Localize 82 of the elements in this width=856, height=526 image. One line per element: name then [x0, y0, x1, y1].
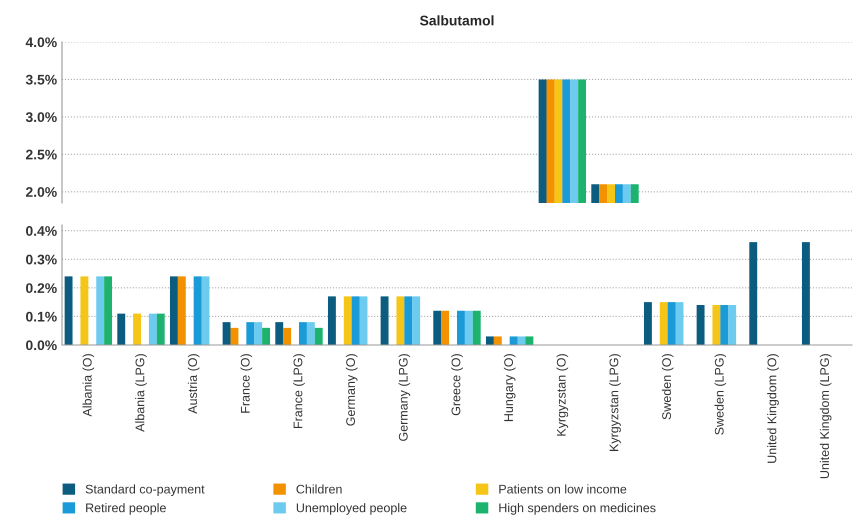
bar	[396, 296, 404, 345]
x-tick-label: United Kingdom (LPG)	[820, 354, 832, 478]
bar	[728, 305, 736, 345]
bar	[696, 305, 705, 345]
bar	[344, 296, 352, 345]
bar	[80, 276, 88, 345]
x-tick-label: Sweden (O)	[662, 354, 674, 420]
legend-label: Patients on low income	[499, 484, 626, 494]
bar	[306, 322, 315, 345]
bar	[194, 276, 202, 345]
y-tick-label: 4.0%	[26, 37, 57, 48]
bar	[96, 276, 104, 345]
y-tick-label: 0.1%	[26, 312, 57, 322]
bar	[712, 305, 720, 345]
bar	[283, 328, 292, 345]
bar	[222, 322, 231, 345]
x-tick-label: Germany (LPG)	[398, 354, 410, 441]
bar	[441, 310, 450, 345]
x-tick-label: France (LPG)	[293, 354, 305, 428]
bar	[314, 328, 323, 345]
x-tick-label: Albania (LPG)	[135, 354, 147, 432]
bar	[246, 322, 254, 345]
x-tick-label: Kyrgyzstan (LPG)	[609, 354, 621, 451]
bar	[328, 296, 336, 345]
y-tick-label: 0.2%	[26, 283, 57, 294]
x-tick-label: Hungary (O)	[504, 354, 516, 422]
bar	[433, 310, 442, 345]
bar	[104, 276, 112, 345]
y-tick-label: 2.0%	[26, 187, 57, 197]
y-tick-label: 2.5%	[26, 150, 57, 160]
y-tick-label: 3.0%	[26, 112, 57, 122]
bar	[676, 302, 684, 345]
bar	[494, 336, 502, 345]
bar	[262, 328, 270, 345]
y-tick-label: 3.5%	[26, 74, 57, 85]
bar	[230, 328, 238, 345]
chart-title: Salbutamol	[420, 15, 494, 26]
legend-label: Unemployed people	[296, 503, 406, 515]
bar	[133, 314, 141, 345]
bar	[802, 242, 810, 345]
bar	[254, 322, 262, 345]
bar	[404, 296, 412, 345]
x-tick-label: United Kingdom (O)	[767, 354, 779, 463]
y-tick-label: 0.3%	[26, 254, 57, 264]
bar	[720, 305, 728, 345]
x-tick-label: Sweden (LPG)	[714, 354, 726, 435]
bar	[464, 310, 473, 345]
bar	[148, 314, 157, 345]
bar	[380, 296, 389, 345]
x-tick-label: France (O)	[240, 354, 252, 413]
x-tick-label: Austria (O)	[188, 354, 200, 414]
bar	[486, 336, 494, 345]
legend-label: High spenders on medicines	[499, 503, 656, 515]
bar	[472, 310, 481, 345]
bar	[202, 276, 210, 345]
bar	[178, 276, 186, 345]
bar	[170, 276, 178, 345]
y-tick-label: 0.0%	[26, 340, 57, 350]
bar	[510, 336, 518, 345]
x-tick-label: Kyrgyzstan (O)	[556, 354, 568, 436]
bar	[299, 322, 307, 345]
legend-label: Standard co-payment	[86, 484, 205, 496]
legend-label: Children	[296, 484, 342, 494]
x-tick-label: Greece (O)	[451, 354, 463, 416]
bar	[525, 336, 534, 345]
x-tick-label: Albania (O)	[82, 354, 94, 417]
y-tick-label: 0.4%	[26, 226, 57, 236]
legend-label: Retired people	[86, 503, 166, 515]
bar	[64, 276, 73, 345]
bar	[644, 302, 652, 345]
bar	[275, 322, 284, 345]
bar	[360, 296, 368, 345]
bar	[668, 302, 676, 345]
bar	[352, 296, 360, 345]
bar	[749, 242, 758, 345]
bar	[457, 310, 465, 345]
bar	[412, 296, 420, 345]
bar	[660, 302, 668, 345]
x-tick-label: Germany (O)	[346, 354, 358, 426]
bar	[117, 314, 126, 345]
bar	[156, 314, 165, 345]
bar	[518, 336, 526, 345]
